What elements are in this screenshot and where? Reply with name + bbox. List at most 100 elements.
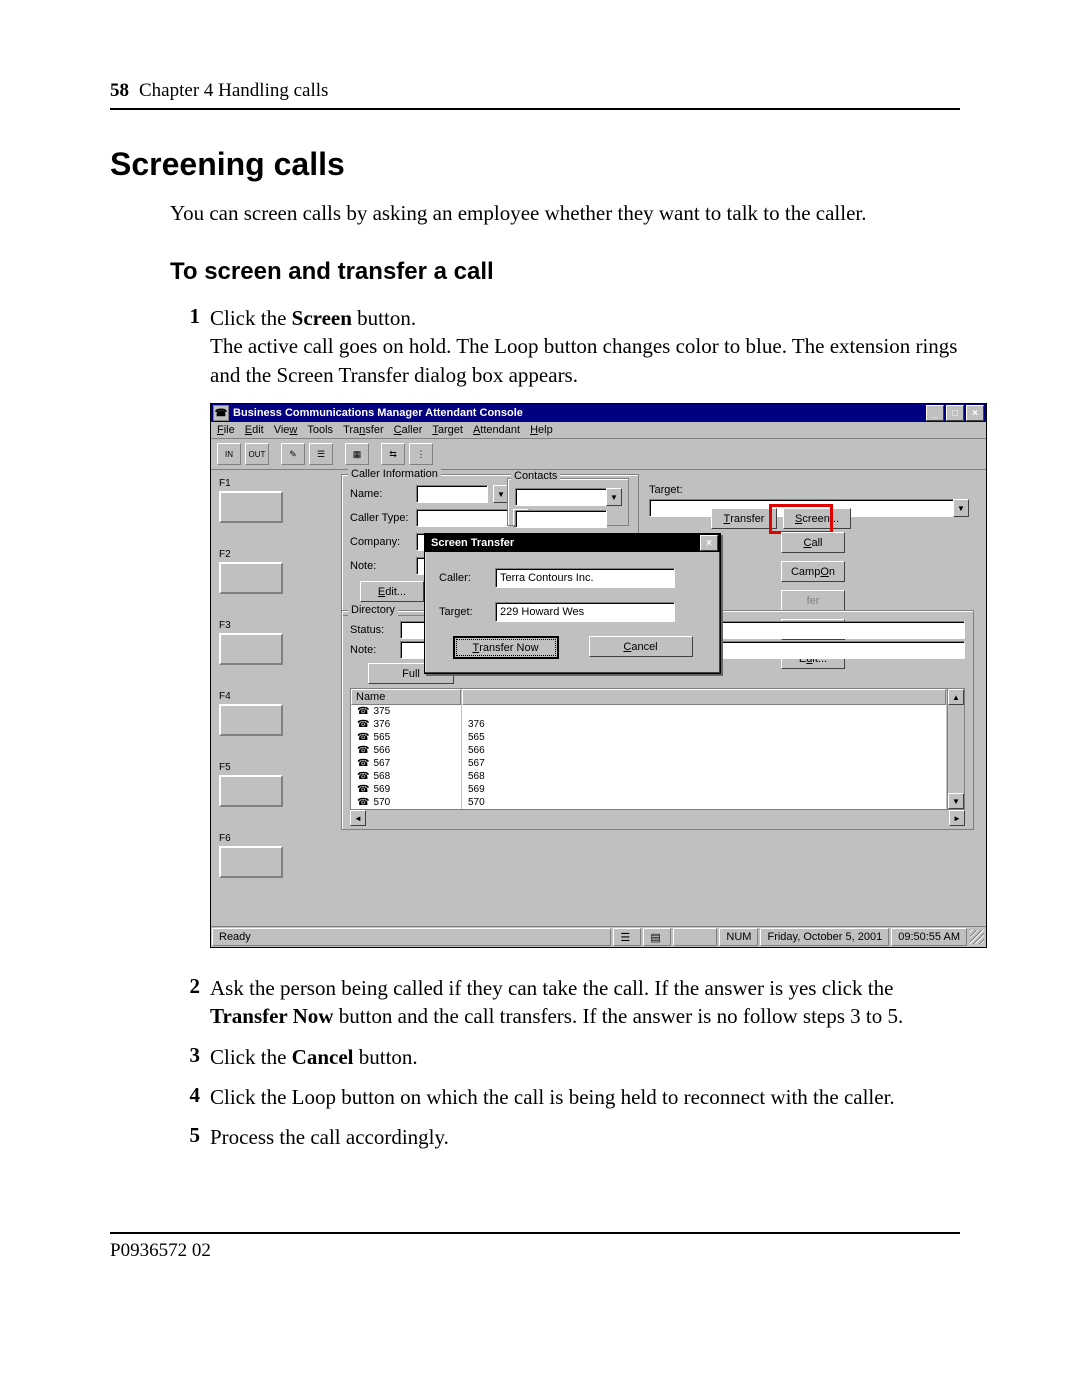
phone-icon: ☎ [357,732,369,743]
toolbar-btn-5[interactable]: ⋮ [409,443,433,465]
close-button[interactable]: × [966,405,984,421]
contacts-input-2[interactable] [515,510,607,528]
directory-row-ext[interactable]: 569 [462,783,946,796]
dialog-cancel-button[interactable]: Cancel [589,636,693,657]
contacts-dd-1[interactable]: ▼ [606,488,622,506]
fer-button[interactable]: fer [781,590,845,611]
directory-legend: Directory [348,604,398,616]
menu-tools[interactable]: Tools [307,424,333,436]
step-number: 1 [170,304,200,389]
directory-row-ext[interactable]: 565 [462,731,946,744]
loop-label-f3: F3 [219,620,329,631]
screen-button[interactable]: Screen... [783,508,851,529]
menu-transfer[interactable]: Transfer [343,424,384,436]
step-5: 5 Process the call accordingly. [170,1123,960,1151]
intro-paragraph: You can screen calls by asking an employ… [170,201,960,226]
status-date: Friday, October 5, 2001 [760,928,889,946]
directory-row[interactable]: ☎566 [351,744,461,757]
screenshot: ☎ Business Communications Manager Attend… [210,403,960,948]
horizontal-scrollbar[interactable]: ◄ ► [350,809,965,826]
window-title: Business Communications Manager Attendan… [233,407,926,419]
step-4: 4 Click the Loop button on which the cal… [170,1083,960,1111]
window-controls: _ □ × [926,405,984,421]
phone-icon: ☎ [357,745,369,756]
step-2: 2 Ask the person being called if they ca… [170,974,960,1031]
directory-row-ext[interactable]: 568 [462,770,946,783]
status-ready: Ready [212,928,611,946]
contacts-input-1[interactable] [515,488,607,506]
phone-icon: ☎ [357,719,369,730]
dialog-caller-value: Terra Contours Inc. [495,568,675,588]
directory-list[interactable]: Name ☎375☎376☎565☎566☎567☎568☎569☎570 37… [350,688,965,810]
name-input[interactable] [416,485,488,503]
loop-button-f5[interactable] [219,775,283,807]
loop-label-f6: F6 [219,833,329,844]
menu-attendant[interactable]: Attendant [473,424,520,436]
document-page: 58 Chapter 4 Handling calls Screening ca… [0,0,1080,1302]
loop-button-f3[interactable] [219,633,283,665]
transfer-now-button[interactable]: Transfer Now [453,636,559,659]
target-dropdown-icon[interactable]: ▼ [953,499,969,517]
client-area: F1 F2 F3 F4 F5 F6 Caller Information Nam… [211,470,986,926]
scroll-left-icon[interactable]: ◄ [350,810,366,826]
note-label: Note: [350,560,410,572]
status-time: 09:50:55 AM [891,928,967,946]
minimize-button[interactable]: _ [926,405,944,421]
camp-on-button[interactable]: Camp On [781,561,845,582]
directory-row[interactable]: ☎567 [351,757,461,770]
maximize-button[interactable]: □ [946,405,964,421]
caller-type-label: Caller Type: [350,512,410,524]
toolbar-btn-1[interactable]: ✎ [281,443,305,465]
footer-docid: P0936572 02 [110,1240,960,1262]
toolbar-out-button[interactable]: OUT [245,443,269,465]
scroll-right-icon[interactable]: ► [949,810,965,826]
menu-help[interactable]: Help [530,424,553,436]
dialog-close-button[interactable]: × [700,535,718,551]
directory-row[interactable]: ☎375 [351,705,461,718]
caller-type-input[interactable] [416,509,508,527]
directory-row-ext[interactable]: 567 [462,757,946,770]
loop-button-f6[interactable] [219,846,283,878]
step-3: 3 Click the Cancel button. [170,1043,960,1071]
menu-caller[interactable]: Caller [394,424,423,436]
phone-icon: ☎ [357,758,369,769]
call-button[interactable]: Call [781,532,845,553]
toolbar-in-button[interactable]: IN [217,443,241,465]
vertical-scrollbar[interactable]: ▲ ▼ [947,689,964,809]
menu-view[interactable]: View [274,424,298,436]
status-icon-1: ☰ [613,928,641,946]
dir-note-label: Note: [350,644,392,656]
scroll-down-icon[interactable]: ▼ [948,793,964,809]
menu-edit[interactable]: Edit [245,424,264,436]
toolbar-btn-2[interactable]: ☰ [309,443,333,465]
toolbar-btn-3[interactable]: ▦ [345,443,369,465]
directory-row-ext[interactable]: 566 [462,744,946,757]
directory-row-ext[interactable]: 570 [462,796,946,809]
directory-row[interactable]: ☎565 [351,731,461,744]
scroll-up-icon[interactable]: ▲ [948,689,964,705]
phone-icon: ☎ [357,706,369,717]
dir-ext-header[interactable] [462,689,946,705]
directory-row[interactable]: ☎570 [351,796,461,809]
directory-row[interactable]: ☎376 [351,718,461,731]
heading-2: To screen and transfer a call [170,258,960,286]
status-icon-2: ▤ [643,928,671,946]
resize-grip-icon[interactable] [970,930,984,944]
directory-row[interactable]: ☎569 [351,783,461,796]
step-1: 1 Click the Screen button. The active ca… [170,304,960,389]
transfer-button[interactable]: Transfer [711,508,777,529]
directory-row-ext[interactable] [462,705,946,718]
directory-row[interactable]: ☎568 [351,770,461,783]
directory-row-ext[interactable]: 376 [462,718,946,731]
phone-icon: ☎ [357,797,369,808]
edit-caller-button[interactable]: Edit... [360,581,424,602]
loop-button-f4[interactable] [219,704,283,736]
menu-file[interactable]: File [217,424,235,436]
dir-status-label: Status: [350,624,392,636]
loop-button-f1[interactable] [219,491,283,523]
toolbar-btn-4[interactable]: ⇆ [381,443,405,465]
menu-target[interactable]: Target [432,424,463,436]
loop-button-f2[interactable] [219,562,283,594]
dir-name-header[interactable]: Name [351,689,461,705]
dialog-titlebar: Screen Transfer × [425,534,720,552]
